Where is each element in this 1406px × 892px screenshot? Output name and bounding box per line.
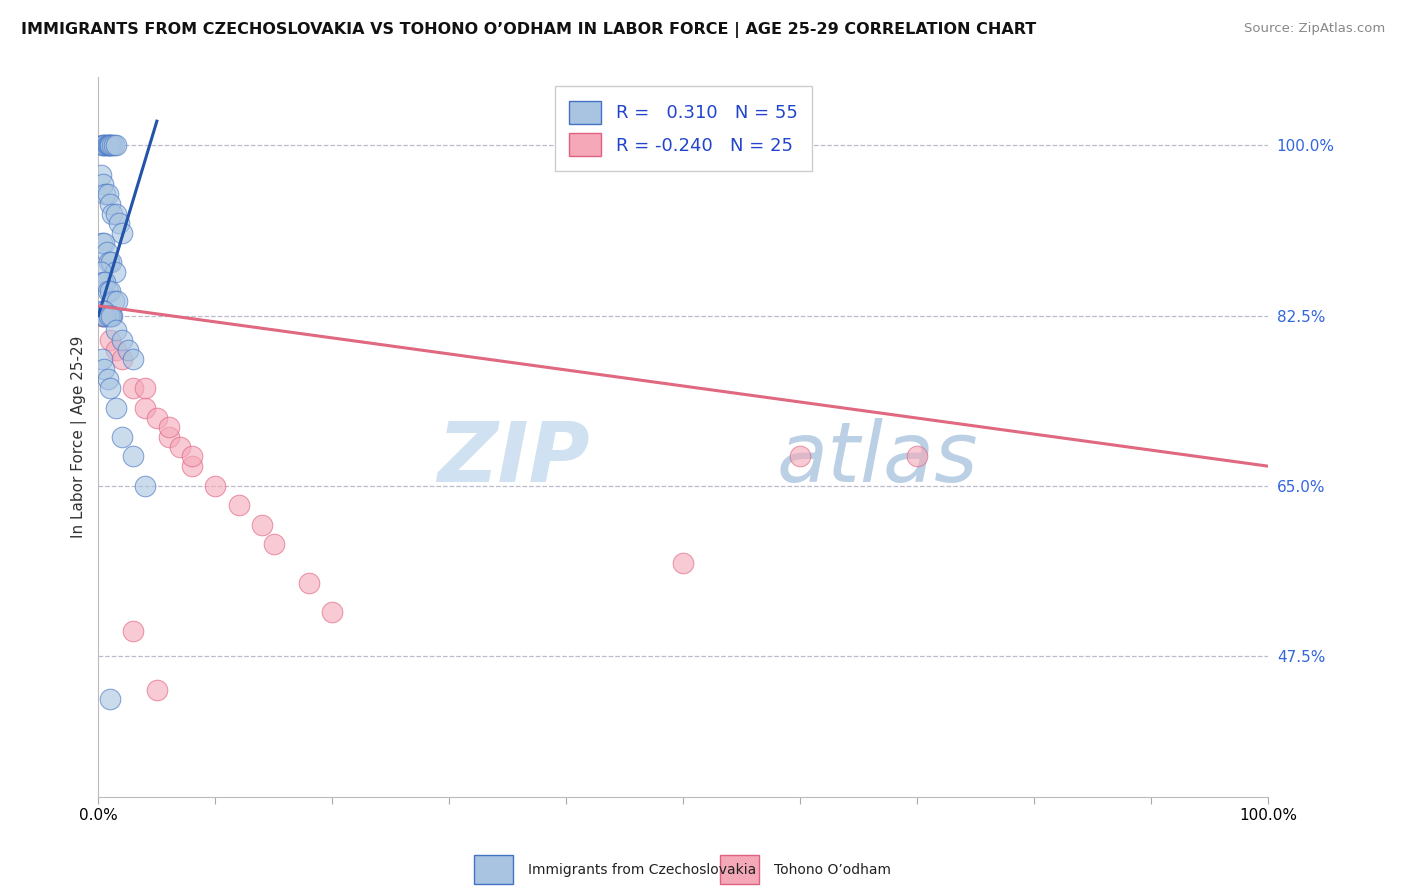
Point <box>96 138 118 153</box>
Point <box>90 265 112 279</box>
Point <box>90 309 112 323</box>
Point <box>90 303 112 318</box>
Point <box>93 138 115 153</box>
Point <box>321 605 343 619</box>
Point <box>104 401 127 415</box>
Point <box>181 450 204 464</box>
Point <box>228 498 250 512</box>
Point <box>146 410 169 425</box>
Point <box>111 352 134 367</box>
Point <box>100 255 122 269</box>
Point <box>104 323 127 337</box>
Point <box>97 138 120 153</box>
Point <box>111 333 134 347</box>
Point <box>98 285 121 299</box>
Point <box>91 275 114 289</box>
Y-axis label: In Labor Force | Age 25-29: In Labor Force | Age 25-29 <box>72 336 87 538</box>
Point <box>146 682 169 697</box>
Point <box>97 372 120 386</box>
Point <box>91 178 114 192</box>
Point <box>93 235 115 250</box>
Point <box>122 352 145 367</box>
Text: atlas: atlas <box>778 418 979 500</box>
FancyBboxPatch shape <box>474 855 513 884</box>
Point <box>105 293 128 308</box>
Point <box>111 226 134 240</box>
Point <box>263 537 285 551</box>
Point <box>672 557 695 571</box>
Point <box>789 450 811 464</box>
Point <box>93 303 115 318</box>
Point <box>298 575 321 590</box>
Point <box>91 309 114 323</box>
Point <box>104 265 127 279</box>
Point <box>94 309 117 323</box>
Point <box>97 309 120 323</box>
Point <box>93 309 115 323</box>
Point <box>90 168 112 182</box>
Point <box>134 401 156 415</box>
Point <box>94 187 117 202</box>
Point <box>98 333 121 347</box>
Point <box>98 196 121 211</box>
Point <box>93 138 115 153</box>
Point <box>98 138 121 153</box>
Point <box>98 138 121 153</box>
Point <box>122 624 145 639</box>
FancyBboxPatch shape <box>720 855 759 884</box>
Point <box>250 517 273 532</box>
Text: Immigrants from Czechoslovakia: Immigrants from Czechoslovakia <box>529 863 756 877</box>
Point <box>97 285 120 299</box>
Point <box>97 138 120 153</box>
Point <box>101 206 124 220</box>
Point <box>97 187 120 202</box>
Point <box>157 420 180 434</box>
Point <box>98 309 121 323</box>
Text: IMMIGRANTS FROM CZECHOSLOVAKIA VS TOHONO O’ODHAM IN LABOR FORCE | AGE 25-29 CORR: IMMIGRANTS FROM CZECHOSLOVAKIA VS TOHONO… <box>21 22 1036 38</box>
Point <box>101 138 124 153</box>
Point <box>181 459 204 474</box>
Point <box>157 430 180 444</box>
Text: Source: ZipAtlas.com: Source: ZipAtlas.com <box>1244 22 1385 36</box>
Point <box>117 343 139 357</box>
Point <box>101 309 124 323</box>
Point <box>96 245 118 260</box>
Legend: R =   0.310   N = 55, R = -0.240   N = 25: R = 0.310 N = 55, R = -0.240 N = 25 <box>554 87 813 170</box>
Point <box>108 216 131 230</box>
Point <box>98 692 121 706</box>
Point <box>98 381 121 395</box>
Point <box>94 275 117 289</box>
Point <box>204 478 226 492</box>
Point <box>104 138 127 153</box>
Point <box>169 440 191 454</box>
Point <box>90 138 112 153</box>
Point <box>96 309 118 323</box>
Point <box>134 381 156 395</box>
Point <box>93 362 115 376</box>
Point <box>97 255 120 269</box>
Point <box>111 430 134 444</box>
Text: Tohono O’odham: Tohono O’odham <box>773 863 891 877</box>
Point <box>104 343 127 357</box>
Text: ZIP: ZIP <box>437 418 589 500</box>
Point <box>905 450 928 464</box>
Point <box>103 293 125 308</box>
Point <box>100 309 122 323</box>
Point <box>122 381 145 395</box>
Point <box>104 206 127 220</box>
Point <box>90 235 112 250</box>
Point <box>103 138 125 153</box>
Point <box>122 450 145 464</box>
Point <box>90 352 112 367</box>
Point <box>134 478 156 492</box>
